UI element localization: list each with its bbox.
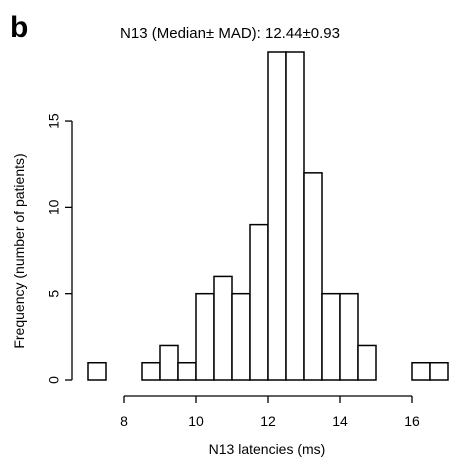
x-tick-label-2: 12 [260, 413, 276, 429]
histogram-bar-6 [195, 292, 215, 381]
chart-title: N13 (Median± MAD): 12.44±0.93 [120, 25, 340, 42]
y-axis: 0 5 10 15 [46, 113, 73, 384]
panel-label: b [10, 11, 28, 44]
histogram-bar-3 [141, 361, 161, 381]
histogram-bar-9 [249, 223, 269, 381]
histogram-bar-7 [213, 275, 233, 381]
x-tick-label-3: 14 [332, 413, 348, 429]
histogram-bar-11 [285, 51, 305, 381]
x-axis-label: N13 latencies (ms) [209, 441, 326, 457]
x-tick-label-0: 8 [120, 413, 128, 429]
bars-layer [87, 51, 449, 381]
y-tick-label-2: 10 [46, 199, 62, 215]
y-axis-label: Frequency (number of patients) [11, 153, 27, 348]
x-tick-label-4: 16 [404, 413, 420, 429]
histogram-bar-0 [87, 361, 107, 381]
histogram-bar-18 [411, 361, 431, 381]
histogram-bar-19 [429, 361, 449, 381]
histogram-bar-13 [321, 292, 341, 381]
x-axis: 8 10 12 14 16 [120, 395, 420, 429]
histogram-bar-8 [231, 292, 251, 381]
y-tick-label-3: 15 [46, 113, 62, 129]
y-tick-label-0: 0 [46, 376, 62, 384]
y-tick-label-1: 5 [46, 290, 62, 298]
histogram-bar-12 [303, 172, 323, 381]
histogram-bar-14 [339, 292, 359, 381]
histogram-bar-15 [357, 344, 377, 381]
histogram-bar-5 [177, 361, 197, 381]
x-tick-label-1: 10 [188, 413, 204, 429]
histogram-bar-10 [267, 51, 287, 381]
histogram-bar-4 [159, 344, 179, 381]
